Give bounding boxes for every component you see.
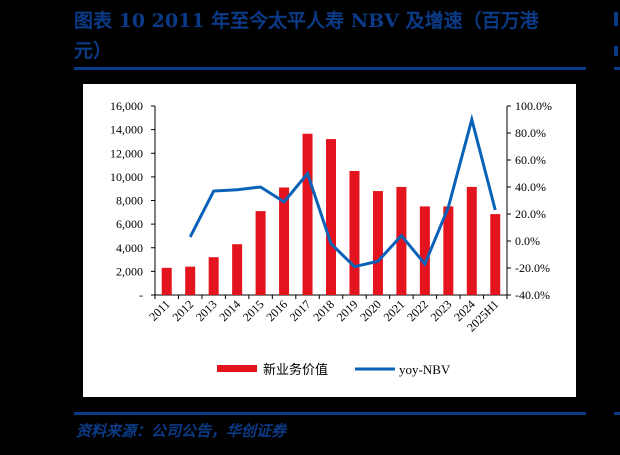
nbv-bar [396, 186, 407, 295]
x-axis-category-label: 2022 [404, 297, 431, 324]
right-axis-tick-label: 100.0% [515, 99, 552, 113]
x-axis-category-label: 2014 [216, 297, 243, 324]
x-axis-category-label: 2019 [334, 297, 361, 324]
left-axis-tick-label: 12,000 [110, 146, 143, 160]
left-axis-tick-label: 4,000 [116, 241, 143, 255]
x-axis-category-label: 2016 [263, 297, 290, 324]
nbv-bar [372, 191, 383, 295]
nbv-bar [279, 187, 290, 295]
chart-panel: - 2,000 4,000 6,000 8,000 10,000 12,000 14,000 1… [83, 84, 576, 397]
left-axis-tick-label: 10,000 [110, 170, 143, 184]
legend-bar-swatch [217, 365, 257, 372]
right-axis-tick-label: -40.0% [515, 288, 550, 302]
left-axis-tick-label: 6,000 [116, 217, 143, 231]
x-axis-category-label: 2017 [287, 297, 314, 324]
nbv-bar [185, 266, 196, 295]
yoy-nbv-line [188, 113, 497, 269]
legend-bar-label: 新业务价值 [263, 362, 328, 377]
nbv-bar [161, 267, 172, 295]
adjacent-title-divider [614, 67, 620, 70]
nbv-bar [466, 186, 477, 295]
title-divider [74, 67, 586, 70]
left-axis-tick-label: - [139, 288, 143, 302]
x-axis-category-label: 2015 [240, 297, 267, 324]
x-axis-category-label: 2011 [146, 297, 173, 324]
right-axis-tick-label: 80.0% [515, 126, 546, 140]
right-axis-tick-label: 20.0% [515, 207, 546, 221]
x-axis-category-label: 2018 [310, 297, 337, 324]
source-note: 资料来源：公司公告，华创证券 [76, 422, 287, 440]
right-axis-tick-label: 60.0% [515, 153, 546, 167]
right-axis-tick-label: 0.0% [515, 234, 540, 248]
right-axis-tick-label: 40.0% [515, 180, 546, 194]
x-axis-category-label: 2020 [357, 297, 384, 324]
figure-title-line-2: 元） [74, 40, 113, 62]
nbv-bar [255, 211, 266, 295]
left-axis-tick-label: 14,000 [110, 123, 143, 137]
right-axis-tick-label: -20.0% [515, 261, 550, 275]
adjacent-figure-title-fragment [614, 8, 620, 63]
nbv-bar [232, 244, 243, 295]
source-divider [74, 412, 586, 415]
left-axis-tick-label: 2,000 [116, 264, 143, 278]
x-axis-category-label: 2023 [428, 297, 455, 324]
nbv-bar [326, 139, 336, 295]
nbv-bar [443, 206, 454, 295]
nbv-bar [208, 257, 219, 295]
x-axis-category-label: 2021 [381, 297, 408, 324]
combo-chart: - 2,000 4,000 6,000 8,000 10,000 12,000 14,000 1… [110, 99, 552, 377]
legend-line-label: yoy-NBV [399, 362, 451, 377]
left-axis-tick-label: 8,000 [116, 194, 143, 208]
figure-title-line-1: 图表 10 2011 年至今太平人寿 NBV 及增速（百万港 [74, 10, 539, 32]
nbv-bar [490, 214, 501, 295]
nbv-bar [302, 133, 313, 295]
figure-title: 图表 10 2011 年至今太平人寿 NBV 及增速（百万港 元） [74, 6, 589, 66]
x-axis-category-label: 2012 [169, 297, 196, 324]
adjacent-source-divider [614, 412, 620, 415]
nbv-bar [349, 170, 360, 295]
nbv-bar [419, 206, 430, 295]
x-axis-category-label: 2013 [193, 297, 220, 324]
left-axis-tick-label: 16,000 [110, 99, 143, 113]
